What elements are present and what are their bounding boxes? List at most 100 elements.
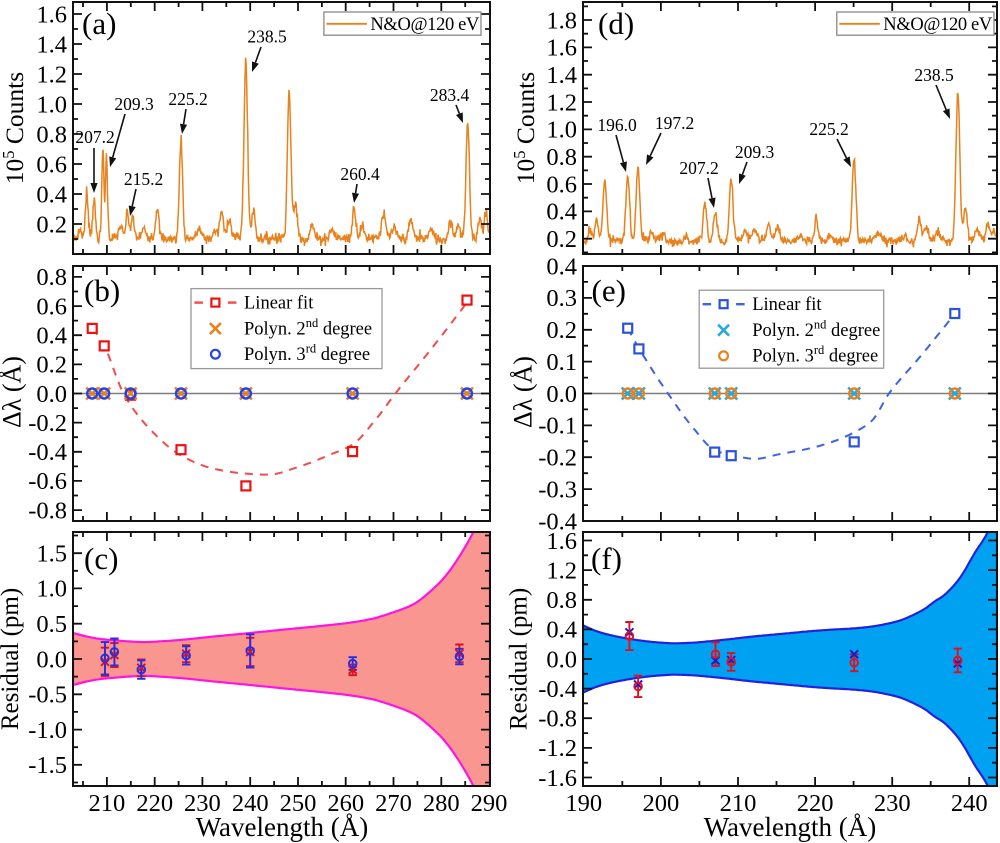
svg-text:-0.1: -0.1: [538, 413, 577, 440]
svg-text:0.6: 0.6: [36, 293, 67, 320]
svg-text:225.2: 225.2: [809, 119, 848, 139]
svg-text:-0.4: -0.4: [28, 439, 67, 466]
svg-text:-0.2: -0.2: [28, 410, 67, 437]
svg-text:238.5: 238.5: [914, 65, 954, 85]
svg-text:209.3: 209.3: [735, 142, 775, 162]
svg-text:-0.6: -0.6: [28, 468, 67, 495]
svg-text:Residual (pm): Residual (pm): [506, 588, 533, 730]
svg-text:105 Counts: 105 Counts: [0, 72, 29, 184]
svg-text:-1.2: -1.2: [538, 735, 577, 762]
svg-text:0.2: 0.2: [546, 226, 577, 253]
svg-text:280: 280: [423, 790, 460, 817]
svg-text:(a): (a): [82, 6, 116, 41]
svg-text:260.4: 260.4: [340, 164, 380, 184]
svg-text:197.2: 197.2: [655, 113, 694, 133]
svg-text:(d): (d): [598, 6, 634, 41]
svg-text:0.2: 0.2: [36, 211, 67, 238]
svg-text:220: 220: [136, 790, 173, 817]
svg-text:0.4: 0.4: [546, 253, 577, 280]
svg-text:240: 240: [232, 790, 269, 817]
svg-text:207.2: 207.2: [679, 158, 718, 178]
svg-text:1.4: 1.4: [36, 31, 67, 58]
svg-text:Polyn. 2nd degree: Polyn. 2nd degree: [752, 318, 880, 342]
svg-text:Δλ (Å): Δλ (Å): [509, 356, 538, 428]
svg-text:0.4: 0.4: [36, 323, 67, 350]
svg-text:N&O@120 eV: N&O@120 eV: [370, 15, 480, 35]
svg-text:207.2: 207.2: [75, 127, 114, 147]
svg-text:225.2: 225.2: [168, 89, 207, 109]
svg-text:0.6: 0.6: [546, 171, 577, 198]
svg-text:0.3: 0.3: [546, 285, 577, 312]
svg-text:Linear fit: Linear fit: [752, 295, 822, 315]
svg-text:210: 210: [89, 790, 126, 817]
svg-text:-0.4: -0.4: [538, 508, 577, 535]
svg-text:Polyn. 2nd degree: Polyn. 2nd degree: [244, 316, 372, 340]
svg-text:270: 270: [375, 790, 412, 817]
svg-text:1.2: 1.2: [546, 557, 577, 584]
svg-text:200: 200: [643, 790, 680, 817]
svg-text:0.4: 0.4: [546, 199, 577, 226]
svg-text:(f): (f): [591, 541, 622, 576]
svg-text:-0.2: -0.2: [538, 445, 577, 472]
svg-text:1.2: 1.2: [546, 89, 577, 116]
svg-text:0.5: 0.5: [36, 611, 67, 638]
svg-text:0.4: 0.4: [36, 181, 67, 208]
svg-text:-0.4: -0.4: [538, 676, 577, 703]
svg-text:1.8: 1.8: [546, 7, 577, 34]
svg-text:0.1: 0.1: [546, 349, 577, 376]
svg-text:0.0: 0.0: [36, 381, 67, 408]
svg-text:-0.8: -0.8: [28, 497, 67, 524]
svg-text:0.8: 0.8: [546, 144, 577, 171]
svg-text:Polyn. 3rd degree: Polyn. 3rd degree: [244, 342, 370, 366]
svg-text:196.0: 196.0: [597, 115, 637, 135]
svg-text:0.6: 0.6: [36, 151, 67, 178]
svg-text:1.6: 1.6: [546, 528, 577, 555]
svg-text:1.6: 1.6: [36, 1, 67, 28]
svg-text:N&O@120 eV: N&O@120 eV: [883, 15, 993, 35]
svg-text:220: 220: [797, 790, 834, 817]
svg-text:0.2: 0.2: [546, 317, 577, 344]
svg-text:1.2: 1.2: [36, 61, 67, 88]
svg-text:0.2: 0.2: [36, 352, 67, 379]
svg-text:0.0: 0.0: [546, 381, 577, 408]
svg-text:1.0: 1.0: [546, 117, 577, 144]
svg-text:0.4: 0.4: [546, 617, 577, 644]
svg-text:230: 230: [184, 790, 221, 817]
svg-text:1.6: 1.6: [546, 35, 577, 62]
svg-text:-0.5: -0.5: [28, 682, 67, 709]
svg-text:Wavelength (Å): Wavelength (Å): [196, 812, 369, 842]
svg-text:190: 190: [565, 790, 602, 817]
svg-text:0.8: 0.8: [36, 264, 67, 291]
svg-text:105 Counts: 105 Counts: [510, 72, 540, 184]
svg-text:230: 230: [874, 790, 911, 817]
svg-text:1.4: 1.4: [546, 62, 577, 89]
svg-text:-0.3: -0.3: [538, 476, 577, 503]
svg-text:Wavelength (Å): Wavelength (Å): [704, 812, 877, 842]
svg-text:Δλ (Å): Δλ (Å): [0, 356, 27, 428]
svg-text:0.8: 0.8: [546, 587, 577, 614]
svg-text:(c): (c): [84, 541, 118, 576]
svg-text:210: 210: [720, 790, 757, 817]
svg-text:0.8: 0.8: [36, 121, 67, 148]
svg-text:0.0: 0.0: [546, 646, 577, 673]
svg-text:238.5: 238.5: [247, 27, 287, 47]
svg-text:283.4: 283.4: [430, 85, 470, 105]
svg-text:-1.5: -1.5: [28, 752, 67, 779]
svg-text:Residual (pm): Residual (pm): [0, 588, 24, 730]
svg-text:260: 260: [327, 790, 364, 817]
svg-text:Linear fit: Linear fit: [244, 293, 314, 313]
svg-text:290: 290: [471, 790, 508, 817]
svg-text:(e): (e): [592, 273, 626, 308]
svg-text:1.0: 1.0: [36, 576, 67, 603]
svg-text:250: 250: [280, 790, 317, 817]
svg-text:-1.6: -1.6: [538, 765, 577, 792]
svg-text:1.0: 1.0: [36, 91, 67, 118]
svg-text:1.5: 1.5: [36, 541, 67, 568]
svg-text:215.2: 215.2: [124, 169, 163, 189]
svg-text:-1.0: -1.0: [28, 717, 67, 744]
svg-text:Polyn. 3rd degree: Polyn. 3rd degree: [752, 343, 878, 367]
svg-text:0.0: 0.0: [36, 646, 67, 673]
svg-text:240: 240: [951, 790, 988, 817]
svg-text:209.3: 209.3: [114, 94, 154, 114]
svg-text:(b): (b): [84, 273, 120, 308]
